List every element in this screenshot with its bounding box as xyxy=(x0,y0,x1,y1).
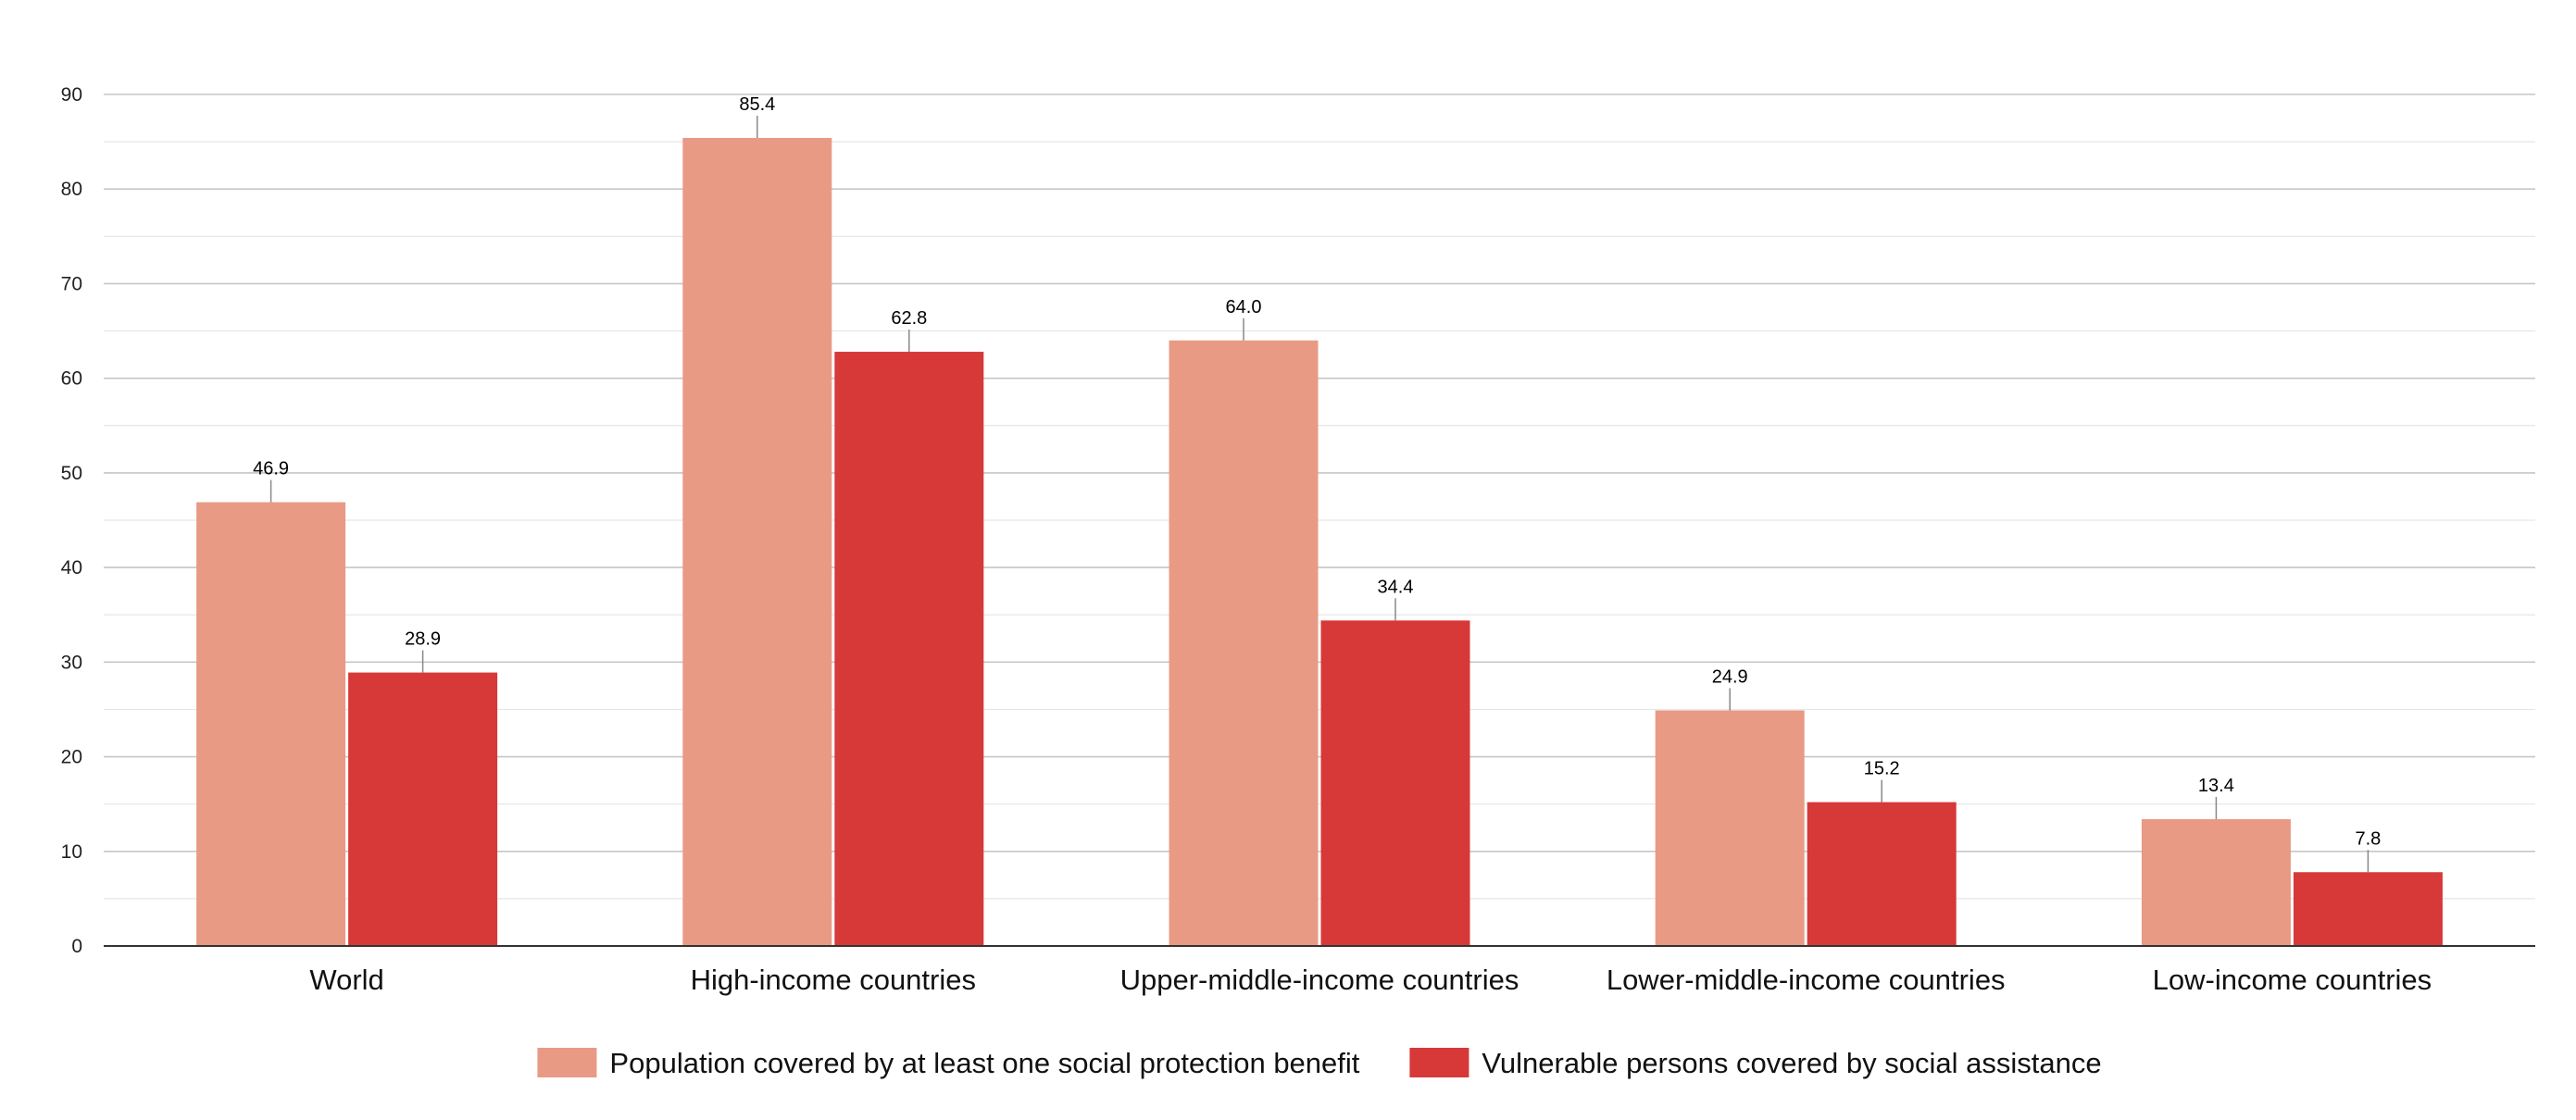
y-axis-ticks: 0 10 20 30 40 50 60 70 80 90 xyxy=(61,84,82,957)
bar-vulnerable-persons xyxy=(2293,872,2443,946)
y-tick-label: 90 xyxy=(61,84,82,106)
legend-item: Population covered by at least one socia… xyxy=(537,1047,1360,1079)
y-tick-label: 80 xyxy=(61,179,82,200)
x-tick-label: High-income countries xyxy=(691,964,976,996)
legend: Population covered by at least one socia… xyxy=(537,1047,2102,1079)
x-tick-label: Upper-middle-income countries xyxy=(1120,964,1519,996)
y-tick-label: 20 xyxy=(61,747,82,768)
data-label: 85.4 xyxy=(739,94,775,115)
grid-lines xyxy=(104,93,2535,900)
bar-population-covered xyxy=(2141,819,2291,946)
legend-label: Population covered by at least one socia… xyxy=(609,1047,1359,1079)
legend-item: Vulnerable persons covered by social ass… xyxy=(1409,1047,2102,1079)
data-label: 24.9 xyxy=(1712,666,1748,687)
y-tick-label: 30 xyxy=(61,652,82,673)
legend-label: Vulnerable persons covered by social ass… xyxy=(1482,1047,2101,1079)
legend-swatch xyxy=(537,1048,597,1077)
bar-population-covered xyxy=(1655,710,1805,946)
data-label: 46.9 xyxy=(253,459,289,479)
bar-population-covered xyxy=(682,138,832,946)
bar-vulnerable-persons xyxy=(834,352,984,946)
x-axis-categories: World High-income countries Upper-middle-i… xyxy=(309,964,2432,996)
data-label: 7.8 xyxy=(2355,828,2381,849)
data-label: 34.4 xyxy=(1378,577,1414,597)
y-tick-label: 70 xyxy=(61,273,82,294)
data-label: 62.8 xyxy=(891,308,927,329)
bars: 46.9 28.9 85.4 62.8 64.0 34.4 24.9 15.2 13.4 7.8 xyxy=(196,94,2443,946)
data-label: 28.9 xyxy=(405,629,441,650)
x-tick-label: World xyxy=(309,964,383,996)
data-label: 64.0 xyxy=(1226,297,1262,317)
data-label: 15.2 xyxy=(1864,759,1900,779)
bar-population-covered xyxy=(1169,340,1319,946)
data-label: 13.4 xyxy=(2198,776,2234,796)
bar-vulnerable-persons xyxy=(1807,802,1957,946)
y-tick-label: 40 xyxy=(61,557,82,579)
y-tick-label: 50 xyxy=(61,463,82,484)
y-tick-label: 0 xyxy=(71,936,82,957)
legend-swatch xyxy=(1409,1048,1469,1077)
bar-vulnerable-persons xyxy=(1320,620,1470,946)
bar-population-covered xyxy=(196,502,346,946)
y-tick-label: 60 xyxy=(61,368,82,390)
y-tick-label: 10 xyxy=(61,841,82,863)
x-tick-label: Lower-middle-income countries xyxy=(1607,964,2006,996)
bar-vulnerable-persons xyxy=(348,672,498,946)
x-tick-label: Low-income countries xyxy=(2153,964,2432,996)
